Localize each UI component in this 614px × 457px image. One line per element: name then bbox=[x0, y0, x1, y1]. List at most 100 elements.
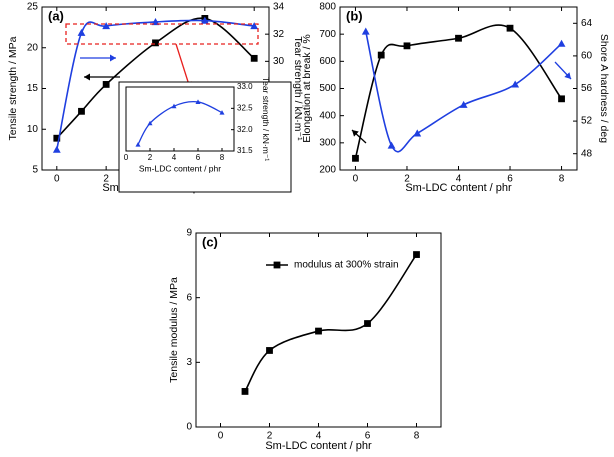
panel-c-legend-text: modulus at 300% strain bbox=[294, 260, 399, 271]
panel-c-xtick-label: 6 bbox=[365, 431, 371, 442]
panel-a-tear-point bbox=[52, 145, 61, 153]
panel-b-ytick-label: 700 bbox=[319, 29, 336, 40]
panel-a-tear-point bbox=[77, 28, 86, 36]
panel-c-modulus-point bbox=[364, 320, 371, 327]
panel-a-inset-point bbox=[147, 120, 153, 126]
panel-b-ytick-label: 500 bbox=[319, 83, 336, 94]
panel-c-modulus-point bbox=[266, 347, 273, 354]
panel-b-hardness-point bbox=[557, 39, 566, 47]
panel-a-inset-background bbox=[118, 81, 292, 193]
panel-a-xtick-label: 2 bbox=[103, 174, 109, 185]
panel-a-inset-xtick-label: 8 bbox=[220, 153, 225, 162]
panel-c-ytick-label: 6 bbox=[186, 292, 192, 303]
panel-b-hardness-point bbox=[413, 129, 422, 137]
panel-b-elongation-point bbox=[377, 51, 385, 59]
panel-a-tensile-point bbox=[250, 54, 258, 62]
panel-b-ytick-label: 400 bbox=[319, 110, 336, 121]
panel-a-inset-ylabel: Tear strength / kN·m⁻¹ bbox=[261, 77, 271, 161]
panel-b-left-axis-arrow-head bbox=[352, 130, 359, 137]
panel-a-inset-ytick-label: 33.0 bbox=[237, 82, 253, 91]
panel-c-modulus-point bbox=[315, 327, 322, 335]
panel-a-ytick-right-label: 30 bbox=[273, 56, 285, 67]
panel-c-xtick-label: 4 bbox=[316, 431, 322, 442]
panel-b-elongation-curve bbox=[354, 24, 563, 159]
panel-a-tear-point bbox=[250, 22, 259, 30]
panel-b-xtick-label: 2 bbox=[404, 174, 410, 185]
panel-b-xtick-label: 6 bbox=[507, 174, 513, 185]
panel-a-ytick-label: 20 bbox=[27, 42, 39, 53]
panel-c-ytick-label: 9 bbox=[186, 228, 192, 239]
panel-c-xlabel: Sm-LDC content / phr bbox=[265, 440, 372, 452]
panel-b-ytick-label: 600 bbox=[319, 56, 336, 67]
panel-b-hardness-point bbox=[511, 80, 520, 88]
panel-a-inset-point bbox=[171, 103, 177, 109]
panel-c-xtick-label: 8 bbox=[414, 431, 420, 442]
panel-c-modulus-point bbox=[241, 388, 249, 395]
panel-b-hardness-point bbox=[459, 100, 468, 108]
panel-b-ytick-label: 300 bbox=[319, 137, 336, 148]
panel-a-inset-point bbox=[195, 99, 201, 104]
panel-b-elongation-point bbox=[506, 24, 514, 32]
panel-a-ylabel-left: Tensile strength / MPa bbox=[7, 36, 19, 140]
panel-a-tensile-point bbox=[78, 107, 85, 115]
panel-c-legend-marker bbox=[273, 261, 281, 269]
panel-a-inset-ytick-label: 32.0 bbox=[237, 125, 253, 134]
panel-b-elongation-point bbox=[558, 95, 565, 103]
panel-c-ytick-label: 0 bbox=[186, 422, 192, 433]
panel-a-inset-xlabel: Sm-LDC content / phr bbox=[139, 163, 221, 173]
panel-b-ytick-right-label: 64 bbox=[581, 18, 593, 29]
panel-a-left-axis-arrow-head bbox=[84, 73, 90, 81]
panel-a-ytick-label: 10 bbox=[27, 124, 39, 135]
panel-a-inset-frame bbox=[125, 86, 235, 152]
panel-a-ytick-label: 25 bbox=[27, 2, 39, 13]
panel-a-tear-point bbox=[102, 22, 111, 30]
panel-c-xtick-label: 0 bbox=[218, 431, 224, 442]
panel-b-hardness-point bbox=[387, 141, 396, 149]
panel-a-right-axis-arrow-head bbox=[110, 54, 116, 62]
panel-b-ytick-label: 200 bbox=[319, 165, 336, 176]
panel-a-inset-ytick-label: 31.5 bbox=[237, 146, 253, 155]
panel-a-zoom-arrow bbox=[175, 43, 191, 89]
panel-a-tensile-point bbox=[102, 81, 110, 88]
panel-b-hardness-curve bbox=[364, 31, 563, 153]
panel-b-hardness-point bbox=[361, 27, 370, 35]
panel-a-ytick-label: 15 bbox=[27, 83, 39, 94]
panel-a-tear-point bbox=[200, 16, 209, 24]
panel-b-ytick-right-label: 56 bbox=[581, 83, 593, 94]
panel-b-tag: (b) bbox=[346, 8, 363, 23]
panel-a-tensile-point bbox=[152, 39, 159, 47]
panel-b-ytick-label: 800 bbox=[319, 2, 336, 13]
panel-b-xtick-label: 0 bbox=[353, 174, 359, 185]
panel-b-right-axis-arrow-head bbox=[564, 72, 571, 79]
panel-b-ytick-right-label: 60 bbox=[581, 51, 593, 62]
panel-b-frame bbox=[339, 6, 578, 171]
panel-b-ylabel-right: Shore A hardness / deg bbox=[598, 34, 610, 143]
panel-b-ylabel-left: Elongation at break / % bbox=[301, 34, 313, 143]
panel-a-inset-xtick-label: 4 bbox=[172, 153, 177, 162]
panel-a-inset-point bbox=[135, 142, 141, 147]
panel-a-inset-ytick-label: 32.5 bbox=[237, 103, 253, 112]
panel-c-modulus-point bbox=[413, 251, 420, 258]
panel-c-modulus-curve bbox=[244, 254, 418, 392]
panel-a-inset-xtick-label: 0 bbox=[124, 153, 129, 162]
panel-a-tear-point bbox=[151, 18, 160, 26]
panel-a-inset-point bbox=[219, 110, 225, 115]
panel-b-ytick-right-label: 48 bbox=[581, 148, 593, 159]
panel-c-xtick-label: 2 bbox=[267, 431, 273, 442]
panel-b-xtick-label: 4 bbox=[456, 174, 462, 185]
panel-b-elongation-point bbox=[352, 154, 359, 162]
panel-a-ytick-label: 5 bbox=[32, 165, 38, 176]
panel-b-elongation-point bbox=[403, 42, 411, 50]
panel-a-ytick-right-label: 34 bbox=[273, 2, 285, 13]
panel-b-xlabel: Sm-LDC content / phr bbox=[405, 182, 512, 194]
panel-c-ylabel: Tensile modulus / MPa bbox=[168, 277, 180, 383]
panel-a-tag: (a) bbox=[48, 8, 64, 23]
panel-c-tag: (c) bbox=[202, 234, 218, 249]
panel-a-ytick-right-label: 32 bbox=[273, 29, 285, 40]
panel-a-tensile-point bbox=[53, 134, 61, 142]
panel-c-ytick-label: 3 bbox=[186, 357, 192, 368]
panel-a-xtick-label: 0 bbox=[54, 174, 60, 185]
panel-b-xtick-label: 8 bbox=[559, 174, 565, 185]
panel-a-ylabel-right: Tear strength / kN·m⁻¹ bbox=[292, 36, 304, 141]
